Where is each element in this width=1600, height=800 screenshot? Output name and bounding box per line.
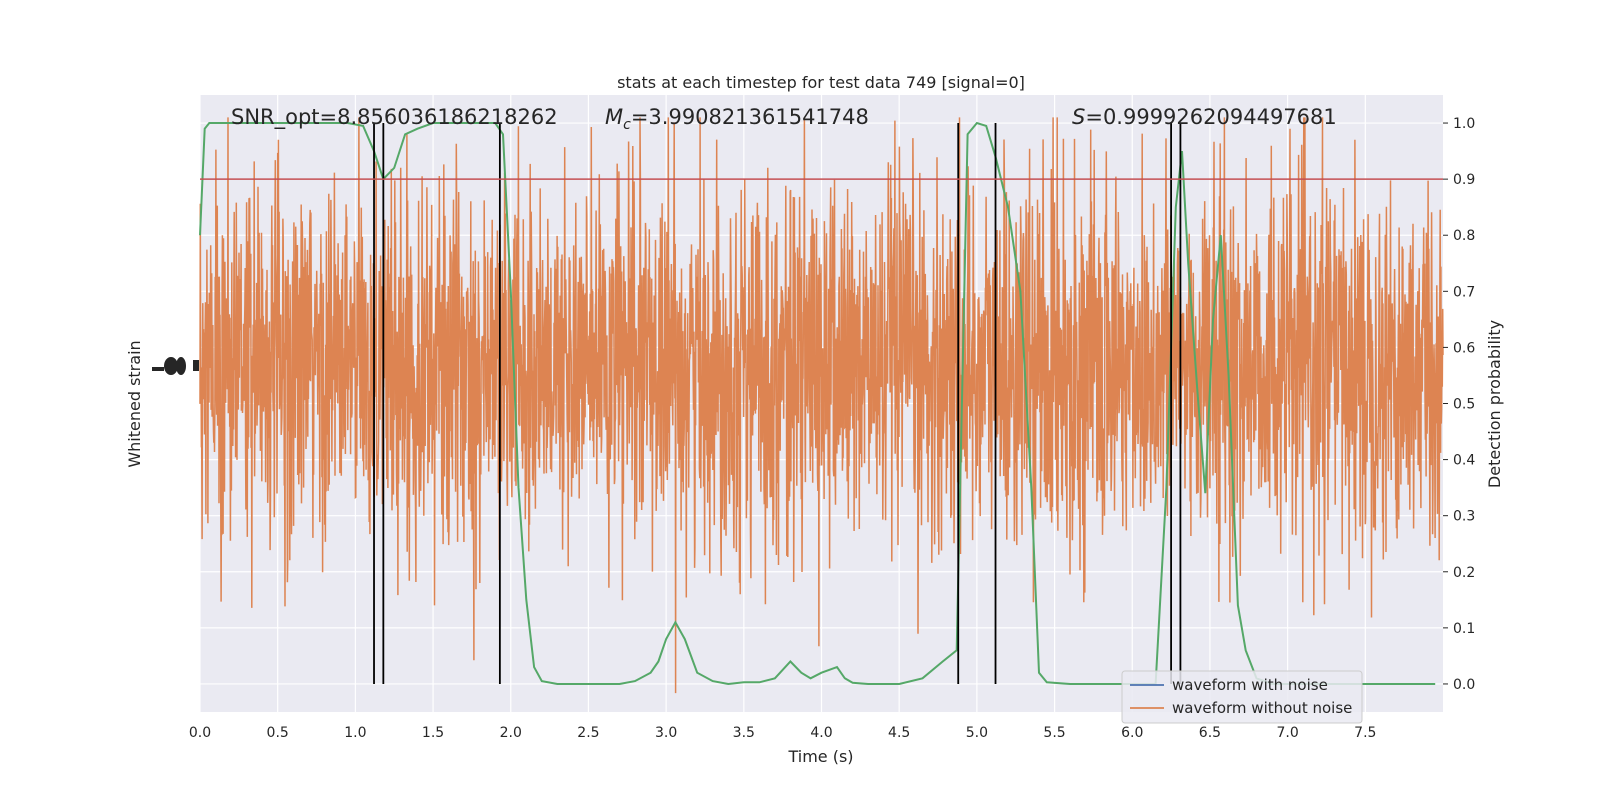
s-annotation: S=0.9999262094497681 — [1072, 105, 1337, 129]
legend-label-noise: waveform with noise — [1172, 676, 1328, 694]
s-symbol: S — [1072, 105, 1085, 129]
right-tick-label-10: 1.0 — [1453, 116, 1475, 132]
x-tick-label-8: 4.0 — [810, 725, 832, 741]
right-tick-label-3: 0.3 — [1453, 509, 1475, 525]
chart-title: stats at each timestep for test data 749… — [617, 73, 1025, 92]
right-tick-label-9: 0.9 — [1453, 172, 1475, 188]
x-tick-label-11: 5.5 — [1043, 725, 1065, 741]
mc-subscript: c — [623, 117, 631, 133]
x-tick-label-3: 1.5 — [422, 725, 444, 741]
left-axis-overlapped-ticks — [152, 357, 199, 375]
legend-label-clean: waveform without noise — [1172, 699, 1352, 717]
probability-series — [199, 121, 1436, 686]
x-tick-label-6: 3.0 — [655, 725, 677, 741]
strain-line — [199, 117, 1444, 694]
x-tick-label-9: 4.5 — [888, 725, 910, 741]
s-value: =0.9999262094497681 — [1085, 105, 1336, 129]
right-tick-label-6: 0.6 — [1453, 340, 1475, 356]
mc-value: =3.990821361541748 — [631, 105, 869, 129]
probability-line — [199, 121, 1436, 686]
right-tick-label-8: 0.8 — [1453, 228, 1475, 244]
left-axis-label: Whitened strain — [125, 340, 144, 467]
x-tick-label-2: 1.0 — [344, 725, 366, 741]
x-axis-label: Time (s) — [787, 747, 853, 766]
strain-series — [199, 117, 1444, 694]
x-tick-label-7: 3.5 — [733, 725, 755, 741]
right-tick-label-7: 0.7 — [1453, 284, 1475, 300]
x-tick-label-14: 7.0 — [1276, 725, 1298, 741]
x-tick-label-1: 0.5 — [267, 725, 289, 741]
right-tick-label-4: 0.4 — [1453, 453, 1475, 469]
x-tick-label-10: 5.0 — [966, 725, 988, 741]
right-axis-label: Detection probability — [1485, 320, 1504, 488]
x-tick-label-4: 2.0 — [500, 725, 522, 741]
right-ticks: 0.0 0.1 0.2 0.3 0.4 0.5 0.6 0.7 0.8 0.9 1.0 — [1443, 116, 1475, 693]
mc-symbol: M — [605, 105, 623, 129]
right-tick-label-5: 0.5 — [1453, 397, 1475, 413]
x-tick-label-12: 6.0 — [1121, 725, 1143, 741]
vertical-lines — [373, 123, 1182, 684]
right-tick-label-1: 0.1 — [1453, 621, 1475, 637]
legend: waveform with noise waveform without noi… — [1121, 670, 1363, 724]
x-tick-label-15: 7.5 — [1354, 725, 1376, 741]
right-tick-label-2: 0.2 — [1453, 565, 1475, 581]
x-tick-label-13: 6.5 — [1199, 725, 1221, 741]
x-tick-label-5: 2.5 — [577, 725, 599, 741]
right-tick-label-0: 0.0 — [1453, 677, 1475, 693]
snr-annotation: SNR_opt=8.856036186218262 — [231, 105, 558, 130]
x-ticks: 0.0 0.5 1.0 1.5 2.0 2.5 3.0 3.5 4.0 4.5 5.0 5.5 6.0 6… — [189, 725, 1377, 741]
x-tick-label-0: 0.0 — [189, 725, 211, 741]
mc-annotation: Mc=3.990821361541748 — [605, 105, 869, 133]
legend-box — [1121, 670, 1363, 724]
